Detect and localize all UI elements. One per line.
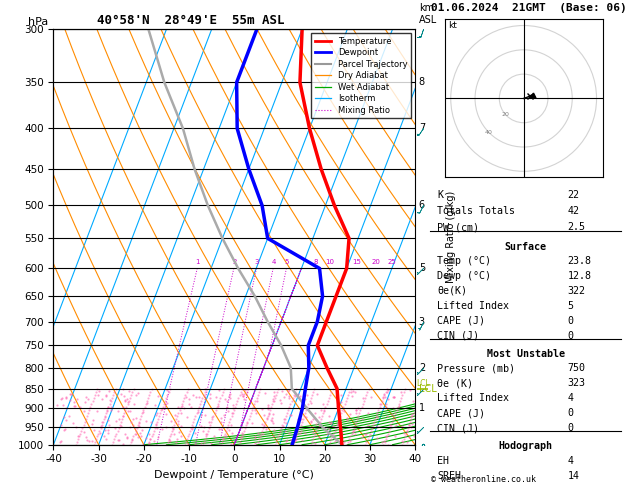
Text: Mixing Ratio (g/kg): Mixing Ratio (g/kg) (447, 191, 456, 283)
Text: 0: 0 (568, 316, 574, 326)
Text: Lifted Index: Lifted Index (437, 393, 509, 403)
Text: 750: 750 (568, 364, 586, 373)
Text: 7: 7 (419, 123, 425, 134)
Text: 40: 40 (484, 130, 492, 135)
Text: 14: 14 (568, 471, 580, 481)
Text: 5: 5 (568, 301, 574, 311)
Text: Temp (°C): Temp (°C) (437, 256, 491, 266)
Text: 1: 1 (196, 260, 200, 265)
Text: 323: 323 (568, 379, 586, 388)
Text: 01.06.2024  21GMT  (Base: 06): 01.06.2024 21GMT (Base: 06) (431, 3, 626, 13)
Text: 3: 3 (255, 260, 259, 265)
X-axis label: Dewpoint / Temperature (°C): Dewpoint / Temperature (°C) (154, 470, 314, 480)
Text: LCL: LCL (419, 383, 437, 394)
Text: 4: 4 (272, 260, 276, 265)
Text: 20: 20 (502, 112, 510, 117)
Text: kt: kt (448, 21, 457, 30)
Text: 322: 322 (568, 286, 586, 296)
Text: 6: 6 (419, 200, 425, 210)
Text: hPa: hPa (28, 17, 48, 27)
Text: 5: 5 (419, 263, 425, 274)
Text: km
ASL: km ASL (419, 3, 437, 25)
Text: 2: 2 (232, 260, 237, 265)
Text: 25: 25 (387, 260, 396, 265)
Text: 8: 8 (314, 260, 318, 265)
Text: θe(K): θe(K) (437, 286, 467, 296)
Text: Lifted Index: Lifted Index (437, 301, 509, 311)
Text: 20: 20 (372, 260, 381, 265)
Text: Dewp (°C): Dewp (°C) (437, 271, 491, 281)
Text: Most Unstable: Most Unstable (486, 349, 565, 359)
Text: 0: 0 (568, 408, 574, 418)
Text: Totals Totals: Totals Totals (437, 207, 515, 216)
Text: CAPE (J): CAPE (J) (437, 316, 486, 326)
Text: 23.8: 23.8 (568, 256, 592, 266)
Text: Surface: Surface (504, 242, 547, 252)
Text: Hodograph: Hodograph (499, 441, 552, 451)
Text: 3: 3 (419, 316, 425, 327)
Text: 2.5: 2.5 (568, 223, 586, 232)
Text: 42: 42 (568, 207, 580, 216)
Text: K: K (437, 191, 443, 200)
Text: © weatheronline.co.uk: © weatheronline.co.uk (431, 475, 536, 484)
Text: CAPE (J): CAPE (J) (437, 408, 486, 418)
Text: PW (cm): PW (cm) (437, 223, 479, 232)
Text: 2: 2 (419, 363, 425, 373)
Text: 8: 8 (419, 77, 425, 87)
Text: 15: 15 (352, 260, 361, 265)
Text: 4: 4 (568, 393, 574, 403)
Text: 4: 4 (568, 456, 574, 466)
Text: LCL: LCL (416, 379, 430, 387)
Text: 10: 10 (326, 260, 335, 265)
Text: 5: 5 (285, 260, 289, 265)
Text: 40°58'N  28°49'E  55m ASL: 40°58'N 28°49'E 55m ASL (97, 14, 285, 27)
Text: Pressure (mb): Pressure (mb) (437, 364, 515, 373)
Text: 1: 1 (419, 403, 425, 413)
Text: 22: 22 (568, 191, 580, 200)
Text: SREH: SREH (437, 471, 461, 481)
Text: 12.8: 12.8 (568, 271, 592, 281)
Text: 0: 0 (568, 331, 574, 341)
Text: 0: 0 (568, 423, 574, 434)
Text: CIN (J): CIN (J) (437, 331, 479, 341)
Legend: Temperature, Dewpoint, Parcel Trajectory, Dry Adiabat, Wet Adiabat, Isotherm, Mi: Temperature, Dewpoint, Parcel Trajectory… (311, 34, 411, 118)
Text: CIN (J): CIN (J) (437, 423, 479, 434)
Text: EH: EH (437, 456, 449, 466)
Text: θe (K): θe (K) (437, 379, 473, 388)
